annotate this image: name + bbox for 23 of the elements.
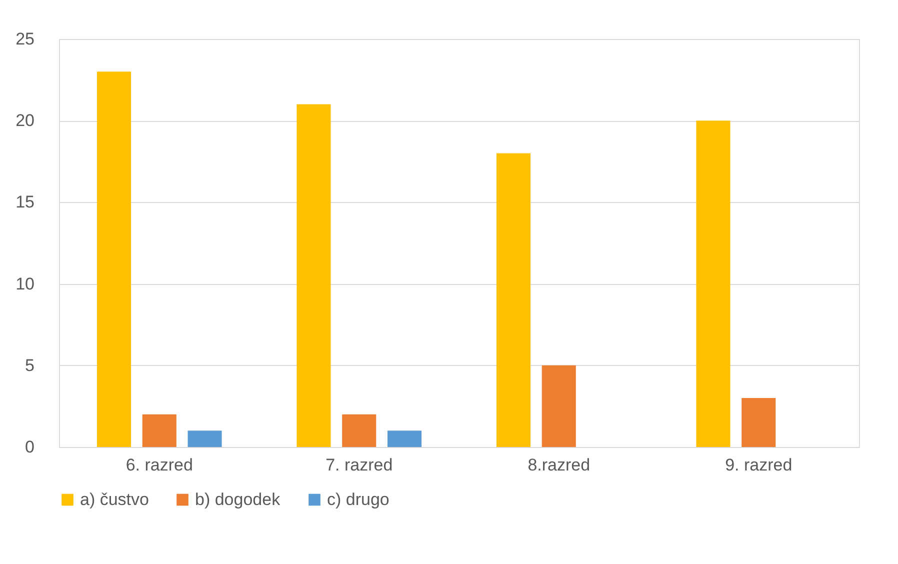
y-tick-label: 25 bbox=[16, 30, 34, 48]
y-tick-label: 20 bbox=[16, 111, 34, 130]
bar bbox=[496, 153, 530, 447]
y-tick-label: 15 bbox=[16, 192, 34, 212]
bar bbox=[96, 72, 131, 447]
bar bbox=[742, 398, 776, 447]
x-tick-label: 6. razred bbox=[126, 456, 193, 474]
x-tick-label: 9. razred bbox=[725, 456, 792, 474]
bar bbox=[342, 414, 376, 447]
bar bbox=[542, 365, 576, 447]
bar bbox=[142, 414, 176, 447]
y-tick-label: 5 bbox=[25, 356, 34, 375]
legend-label: c) drugo bbox=[327, 490, 390, 509]
legend-label: a) čustvo bbox=[80, 490, 149, 509]
bar bbox=[696, 120, 730, 447]
bar bbox=[296, 104, 331, 447]
y-tick-label: 0 bbox=[25, 438, 34, 456]
x-tick-label: 8.razred bbox=[528, 456, 590, 474]
y-tick-label: 10 bbox=[16, 274, 34, 294]
legend-label: b) dogodek bbox=[195, 490, 281, 509]
bar bbox=[388, 430, 422, 447]
x-tick-label: 7. razred bbox=[326, 456, 393, 474]
bar bbox=[188, 430, 222, 447]
